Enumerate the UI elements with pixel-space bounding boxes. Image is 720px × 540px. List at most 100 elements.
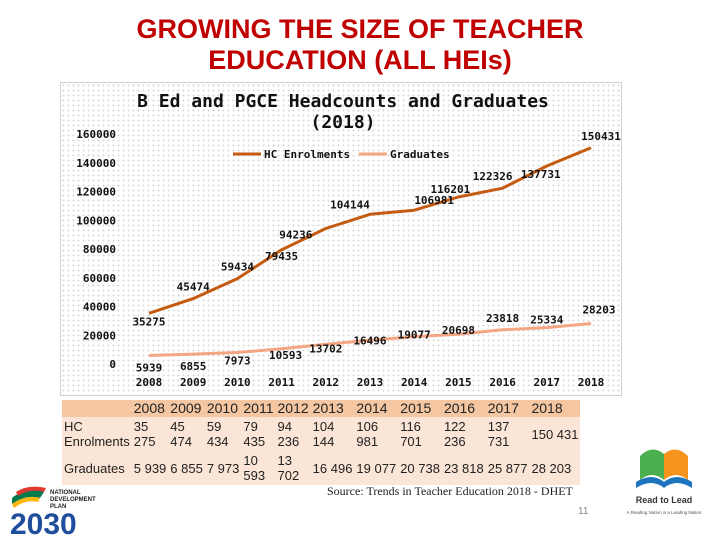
table-year-header: 2016 bbox=[441, 400, 486, 417]
table-cell-hc-enrolments-line: 434 bbox=[206, 434, 229, 449]
table-year-header: 2010 bbox=[204, 400, 242, 417]
table-cell-hc-enrolments: 106 981 bbox=[354, 417, 399, 451]
data-label-graduates: 19077 bbox=[398, 329, 431, 342]
chart-area: B Ed and PGCE Headcounts and Graduates (2… bbox=[60, 82, 622, 396]
table-year-header: 2012 bbox=[275, 400, 311, 417]
table-cell-hc-enrolments-line: 474 bbox=[170, 434, 192, 449]
table-cell-graduates: 23 818 bbox=[441, 451, 486, 485]
line-chart: B Ed and PGCE Headcounts and Graduates(2… bbox=[76, 91, 621, 389]
table-cell-graduates-line: 593 bbox=[243, 468, 266, 483]
table-cell-graduates-line: 10 bbox=[243, 453, 258, 468]
data-label-hc-enrolments: 104144 bbox=[330, 198, 370, 211]
table-cell-graduates: 5 939 bbox=[131, 451, 169, 485]
table-header-row: 2008 2009 2010 2011 2012 2013 2014 2015 2016 2017… bbox=[62, 400, 581, 417]
table-cell-graduates: 25 877 bbox=[485, 451, 530, 485]
table-cell-hc-enrolments: 116 701 bbox=[398, 417, 442, 451]
x-tick-label: 2018 bbox=[578, 376, 605, 389]
row-label-graduates: Graduates bbox=[62, 451, 132, 485]
data-label-graduates: 6855 bbox=[180, 360, 207, 373]
read-logo-tagline: A Reading Nation is a Leading Nation bbox=[627, 510, 702, 515]
table-cell-graduates: 28 203 bbox=[529, 451, 581, 485]
x-tick-label: 2012 bbox=[313, 376, 340, 389]
table-cell-hc-enrolments-line: 116 bbox=[400, 419, 421, 434]
data-label-hc-enrolments: 150431 bbox=[581, 130, 621, 143]
table-cell-hc-enrolments: 137 731 bbox=[485, 417, 530, 451]
table-cell-graduates-line: 23 818 bbox=[443, 460, 484, 476]
table-cell-graduates-line: 702 bbox=[277, 468, 300, 483]
ndp-year: 2030 bbox=[10, 508, 77, 536]
x-tick-label: 2016 bbox=[489, 376, 516, 389]
table-cell-graduates-line: 19 077 bbox=[356, 460, 397, 476]
table-year-header: 2015 bbox=[398, 400, 442, 417]
table-year-header: 2009 bbox=[168, 400, 205, 417]
row-label-hc-enrolments: HC Enrolments bbox=[62, 417, 132, 451]
table-cell-graduates-line: 28 203 bbox=[531, 460, 572, 476]
ndp-text-line3: PLAN bbox=[50, 504, 66, 510]
table-year-header: 2011 bbox=[241, 400, 276, 417]
data-label-hc-enrolments: 94236 bbox=[279, 229, 312, 242]
x-tick-label: 2008 bbox=[136, 376, 163, 389]
y-tick-label: 40000 bbox=[83, 301, 116, 314]
table-cell-hc-enrolments-line: 79 bbox=[243, 419, 258, 434]
y-tick-label: 60000 bbox=[83, 272, 116, 285]
y-tick-label: 0 bbox=[109, 358, 116, 371]
read-logo-title: Read to Lead bbox=[636, 495, 693, 505]
y-tick-label: 140000 bbox=[76, 157, 116, 170]
source-note: Source: Trends in Teacher Education 2018… bbox=[327, 484, 573, 498]
x-tick-label: 2011 bbox=[268, 376, 295, 389]
y-tick-label: 80000 bbox=[83, 243, 116, 256]
table-year-header: 2017 bbox=[485, 400, 530, 417]
data-label-hc-enrolments: 122326 bbox=[473, 170, 513, 183]
row-label-line: HC bbox=[64, 419, 83, 434]
table-cell-graduates: 20 738 bbox=[398, 451, 442, 485]
table-cell-graduates: 7 973 bbox=[204, 451, 242, 485]
page-number: 11 bbox=[578, 506, 589, 517]
table-cell-hc-enrolments-line: 45 bbox=[170, 419, 185, 434]
data-label-graduates: 28203 bbox=[582, 303, 615, 316]
data-label-graduates: 25334 bbox=[530, 314, 563, 327]
data-label-hc-enrolments: 106981 bbox=[414, 194, 454, 207]
row-label-line: Enrolments bbox=[64, 434, 130, 449]
table-cell-hc-enrolments-line: 104 bbox=[312, 419, 335, 434]
slide-title-line1: GROWING THE SIZE OF TEACHER bbox=[136, 14, 584, 44]
x-tick-label: 2009 bbox=[180, 376, 207, 389]
table-cell-hc-enrolments: 35 275 bbox=[131, 417, 169, 451]
table-cell-hc-enrolments: 94 236 bbox=[275, 417, 311, 451]
table-cell-graduates-line: 13 bbox=[277, 453, 292, 468]
read-logo-book-green bbox=[640, 449, 664, 480]
table-cell-hc-enrolments-line: 137 bbox=[487, 419, 510, 434]
table-row-graduates: Graduates 5 939 6 855 7 973 10 593 13 702 16 496… bbox=[62, 451, 581, 485]
table-year-header: 2014 bbox=[354, 400, 399, 417]
flag-swoosh-red bbox=[16, 486, 46, 496]
table-cell-graduates: 16 496 bbox=[310, 451, 355, 485]
data-table: 2008 2009 2010 2011 2012 2013 2014 2015 2016 2017… bbox=[62, 400, 581, 485]
read-logo-book-blue bbox=[636, 477, 692, 488]
data-label-hc-enrolments: 35275 bbox=[132, 315, 165, 328]
ndp-text-line2: DEVELOPMENT bbox=[50, 497, 96, 503]
table-year-header: 2013 bbox=[310, 400, 355, 417]
table-cell-hc-enrolments: 79 435 bbox=[241, 417, 276, 451]
table-cell-hc-enrolments: 122 236 bbox=[441, 417, 486, 451]
data-label-graduates: 20698 bbox=[442, 324, 475, 337]
chart-title-line1: B Ed and PGCE Headcounts and Graduates bbox=[137, 91, 549, 112]
slide-title-line2: EDUCATION (ALL HEIs) bbox=[208, 45, 512, 75]
ndp-2030-logo: NATIONAL DEVELOPMENT PLAN 2030 bbox=[10, 486, 96, 536]
table-cell-graduates-line: 20 738 bbox=[400, 460, 440, 476]
table-cell-graduates: 6 855 bbox=[168, 451, 205, 485]
y-tick-label: 160000 bbox=[76, 128, 116, 141]
data-label-hc-enrolments: 45474 bbox=[177, 281, 210, 294]
data-label-hc-enrolments: 79435 bbox=[265, 250, 298, 263]
slide-title: GROWING THE SIZE OF TEACHER EDUCATION (A… bbox=[60, 14, 660, 76]
table-row-hc-enrolments: HC Enrolments 35 275 45 474 59 434 79 435 94 236 104… bbox=[62, 417, 581, 451]
table-cell-hc-enrolments-line: 275 bbox=[133, 434, 156, 449]
table-corner-cell bbox=[62, 400, 132, 417]
data-label-graduates: 13702 bbox=[309, 342, 342, 355]
table-cell-hc-enrolments: 104 144 bbox=[310, 417, 355, 451]
table-cell-graduates: 10 593 bbox=[241, 451, 276, 485]
legend-label-hc-enrolments: HC Enrolments bbox=[264, 148, 350, 161]
series-line-graduates bbox=[148, 322, 592, 357]
table-cell-hc-enrolments-line: 144 bbox=[312, 434, 335, 449]
table-cell-hc-enrolments-line: 731 bbox=[487, 434, 510, 449]
table-cell-hc-enrolments: 59 434 bbox=[204, 417, 242, 451]
table-cell-hc-enrolments-line: 236 bbox=[443, 434, 466, 449]
